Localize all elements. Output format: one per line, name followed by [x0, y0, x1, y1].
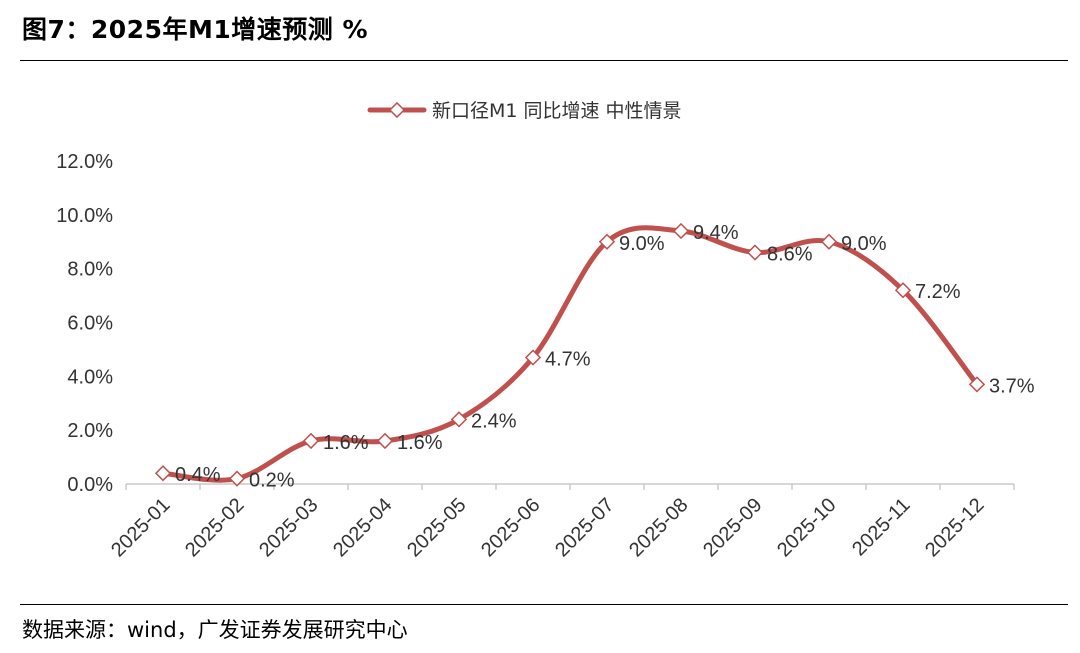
data-point-marker: [598, 233, 616, 250]
data-point-marker: [376, 432, 394, 450]
x-tick-label: 2025-09: [699, 494, 766, 561]
x-tick-label: 2025-11: [848, 494, 914, 560]
legend-label: 新口径M1 同比增速 中性情景: [432, 100, 682, 122]
figure-title: 图7：2025年M1增速预测 %: [22, 15, 369, 44]
data-point-marker: [672, 222, 690, 240]
data-point-marker: [302, 432, 320, 450]
data-point-marker: [524, 349, 542, 366]
data-point-marker: [154, 465, 172, 482]
x-tick-label: 2025-03: [255, 494, 322, 561]
line-chart: 新口径M1 同比增速 中性情景 0.0% 2.0% 4.0% 6.0% 8.0% 10.0…: [56, 100, 1035, 561]
top-rule: [20, 60, 1068, 61]
bottom-rule: [20, 604, 1068, 605]
data-label: 9.0%: [841, 233, 887, 255]
data-label: 9.0%: [619, 233, 665, 255]
data-label: 0.2%: [249, 470, 295, 492]
y-tick-label: 6.0%: [67, 313, 113, 335]
data-label: 4.7%: [545, 348, 591, 370]
data-label: 1.6%: [397, 432, 443, 454]
x-tick-label: 2025-10: [773, 494, 840, 561]
data-label: 9.4%: [693, 222, 739, 244]
data-label: 2.4%: [471, 410, 517, 432]
data-point-marker: [820, 233, 838, 250]
data-label: 7.2%: [915, 281, 961, 303]
x-tick-label: 2025-01: [107, 494, 174, 561]
y-tick-label: 8.0%: [67, 259, 113, 281]
x-tick-label: 2025-04: [329, 494, 396, 561]
source-note: 数据来源：wind，广发证券发展研究中心: [22, 618, 408, 642]
data-label: 8.6%: [767, 244, 813, 266]
data-label: 0.4%: [175, 464, 221, 486]
data-label: 3.7%: [989, 375, 1035, 397]
x-tick-label: 2025-12: [921, 494, 988, 561]
y-tick-label: 10.0%: [56, 205, 113, 227]
y-tick-label: 4.0%: [67, 366, 113, 388]
x-tick-label: 2025-08: [625, 494, 692, 561]
y-tick-label: 0.0%: [67, 474, 113, 496]
data-point-marker: [228, 470, 246, 487]
plot-area: 0.4% 0.2% 1.6% 1.6% 2.4% 4.7% 9.0% 9.4% 8.6% 9.0%…: [154, 222, 1035, 492]
data-point-marker: [450, 411, 468, 428]
data-label: 1.6%: [323, 432, 369, 454]
x-tick-label: 2025-05: [403, 494, 470, 561]
data-point-marker: [968, 376, 986, 393]
legend-marker: [388, 101, 406, 119]
x-tick-label: 2025-02: [181, 494, 248, 561]
data-point-marker: [746, 244, 764, 261]
legend: 新口径M1 同比增速 中性情景: [367, 100, 682, 122]
x-tick-label: 2025-06: [477, 494, 544, 561]
y-tick-label: 2.0%: [67, 420, 113, 442]
y-tick-label: 12.0%: [56, 151, 113, 173]
data-point-marker: [894, 282, 912, 299]
x-tick-label: 2025-07: [551, 494, 618, 561]
